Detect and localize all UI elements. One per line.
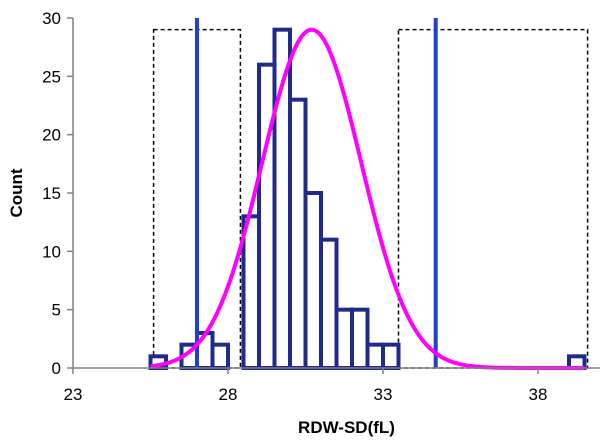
reference-lines (195, 18, 438, 368)
y-tick-label: 15 (42, 184, 61, 203)
histogram-bar (334, 307, 354, 370)
histogram-bar (319, 237, 339, 370)
y-tick-label: 30 (42, 9, 61, 28)
tick-labels: 0 5 10 15 20 25 30 23 28 33 38 (42, 9, 547, 404)
x-tick-label: 33 (374, 385, 393, 404)
tail-box-2 (397, 28, 589, 369)
histogram-bar (257, 62, 277, 371)
histogram-bar (303, 191, 323, 370)
histogram-bar (288, 97, 308, 371)
y-tick-label: 20 (42, 126, 61, 145)
y-tick-label: 0 (52, 359, 61, 378)
histogram-bar (365, 342, 385, 370)
axes (67, 17, 600, 374)
x-tick-label: 38 (529, 385, 548, 404)
y-tick-label: 10 (42, 242, 61, 261)
y-tick-label: 25 (42, 67, 61, 86)
x-axis-title: RDW-SD(fL) (298, 418, 395, 437)
histogram-bar (350, 307, 370, 370)
y-tick-label: 5 (52, 301, 61, 320)
histogram-bar (381, 342, 401, 370)
histogram-bar (241, 214, 261, 370)
x-tick-label: 23 (64, 385, 83, 404)
histogram-bar (210, 342, 230, 370)
x-tick-label: 28 (219, 385, 238, 404)
y-axis-title: Count (7, 168, 26, 217)
